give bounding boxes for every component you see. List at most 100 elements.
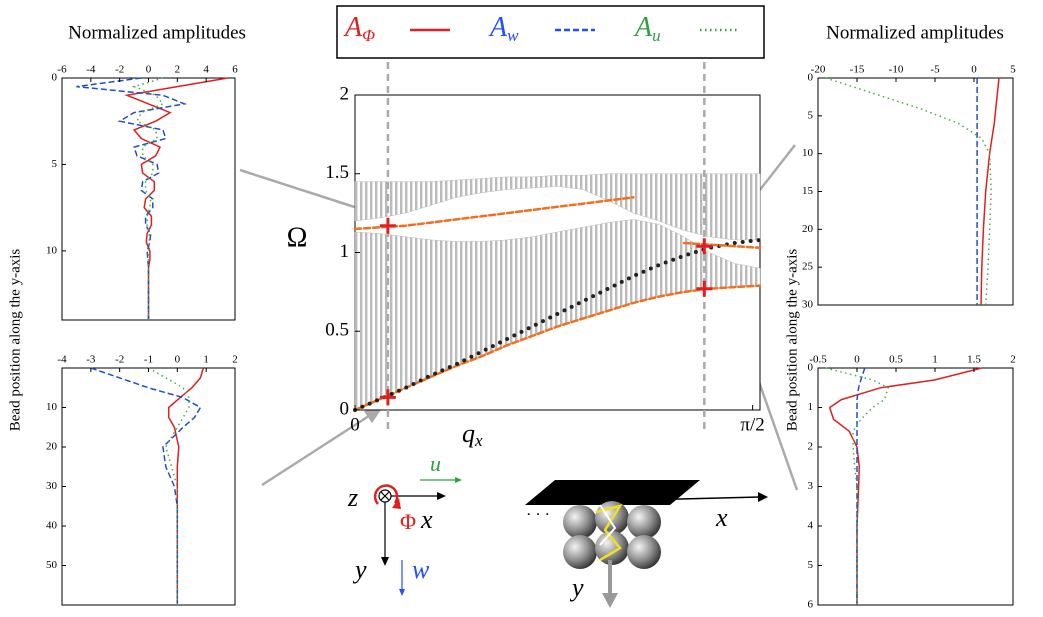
x-tick-label: 6 xyxy=(232,64,238,76)
y-tick-label: 10 xyxy=(46,244,58,256)
x-tick-label: 1 xyxy=(203,354,209,366)
amplitude-line xyxy=(825,367,890,605)
y-tick-label: 0 xyxy=(808,362,814,374)
y-tick-label: 10 xyxy=(802,147,814,159)
diagram-label: x xyxy=(420,505,433,534)
legend-symbol: A xyxy=(343,12,363,43)
y-tick-label: 0 xyxy=(52,72,58,84)
y-tick-label: 5 xyxy=(52,158,58,170)
x-tick-label: -10 xyxy=(889,64,904,76)
x-axis-symbol: q xyxy=(462,419,475,448)
y-tick-label: 0 xyxy=(340,398,350,419)
x-tick-label: 0 xyxy=(146,64,152,76)
x-tick-label: 0 xyxy=(175,354,181,366)
panel-title: Normalized amplitudes xyxy=(68,22,246,43)
y-tick-label: 3 xyxy=(808,480,814,492)
y-tick-label: 30 xyxy=(802,299,814,311)
plot-area xyxy=(817,77,1014,306)
legend: AΦ Aw Au xyxy=(343,12,740,45)
amplitude-line xyxy=(828,367,982,605)
x-tick-label: 0.5 xyxy=(889,354,903,366)
ellipsis: · · · xyxy=(526,507,550,524)
legend-label: AΦ xyxy=(343,12,375,44)
x-tick-label: -4 xyxy=(86,64,96,76)
y-tick-label: 5 xyxy=(808,559,814,571)
legend-label: Au xyxy=(633,12,661,44)
legend-label: Aw xyxy=(488,12,519,44)
y-tick-label: 15 xyxy=(802,185,814,197)
diagram-label: x xyxy=(715,503,728,532)
amplitude-line xyxy=(167,367,205,605)
x-tick-label: -5 xyxy=(930,64,940,76)
y-tick-label: 0.5 xyxy=(325,320,349,341)
y-tick-label: 25 xyxy=(802,261,814,273)
diagram-label: Φ xyxy=(400,509,416,534)
cross-marker xyxy=(696,238,713,255)
panel-title: Normalized amplitudes xyxy=(826,22,1004,43)
y-tick-label: 40 xyxy=(46,520,58,532)
x-tick-label: -20 xyxy=(811,64,826,76)
y-tick-label: 10 xyxy=(46,401,58,413)
cross-marker xyxy=(379,389,396,406)
x-tick-label: 2 xyxy=(175,64,181,76)
diagram-label: w xyxy=(412,555,430,584)
amplitude-line xyxy=(76,77,188,320)
x-tick-label: -0.5 xyxy=(809,354,827,366)
y-axis-label: Bead position along the y-axis xyxy=(784,249,800,432)
x-tick-label: -4 xyxy=(57,354,67,366)
y-tick-label: 1 xyxy=(340,241,350,262)
coordinate-diagram: z x u Φ y w xyxy=(347,451,462,596)
legend-box xyxy=(336,5,765,59)
amplitude-line xyxy=(980,77,1000,306)
x-tick-label: 2 xyxy=(1010,354,1016,366)
plot-area xyxy=(817,367,1014,606)
cross-marker xyxy=(696,280,713,297)
x-tick-label: -1 xyxy=(144,354,153,366)
y-tick-label: 1.5 xyxy=(325,162,349,183)
x-tick-label: -15 xyxy=(850,64,865,76)
x-tick-label: -6 xyxy=(57,64,67,76)
cross-marker xyxy=(379,217,396,234)
series-line xyxy=(353,196,635,231)
y-tick-label: 6 xyxy=(808,599,814,611)
x-tick-label: -2 xyxy=(115,64,124,76)
y-tick-label: 50 xyxy=(46,559,58,571)
y-tick-label: 2 xyxy=(808,441,814,453)
x-axis-label: qx xyxy=(462,419,483,450)
x-tick-label: 1.5 xyxy=(967,354,981,366)
legend-symbol: A xyxy=(633,12,653,43)
y-tick-label: 0 xyxy=(808,72,814,84)
y-axis-label: Bead position along the y-axis xyxy=(7,249,23,432)
x-tick-label: -3 xyxy=(86,354,96,366)
legend-symbol: A xyxy=(488,12,508,43)
series-line xyxy=(682,241,762,250)
legend-subscript: w xyxy=(507,26,519,45)
diagram-label: z xyxy=(347,483,358,512)
x-axis-subscript: x xyxy=(474,431,483,450)
legend-subscript: u xyxy=(652,26,661,45)
x-tick-label: π/2 xyxy=(740,414,764,435)
x-tick-label: 4 xyxy=(203,64,209,76)
y-tick-label: 1 xyxy=(808,401,814,413)
x-tick-label: -2 xyxy=(115,354,124,366)
legend-subscript: Φ xyxy=(362,26,375,45)
x-tick-label: 2 xyxy=(232,354,238,366)
y-axis-label: Ω xyxy=(287,222,308,253)
x-tick-label: 1 xyxy=(932,354,938,366)
diagram-label: y xyxy=(569,573,584,602)
y-tick-label: 20 xyxy=(46,441,58,453)
diagram-label: u xyxy=(430,451,441,476)
y-tick-label: 20 xyxy=(802,223,814,235)
plot-area xyxy=(61,367,236,606)
y-tick-label: 5 xyxy=(808,109,814,121)
series-line xyxy=(353,237,762,412)
x-tick-label: 5 xyxy=(1010,64,1016,76)
x-tick-label: 0 xyxy=(854,354,860,366)
x-tick-label: 0 xyxy=(971,64,977,76)
y-tick-label: 30 xyxy=(46,480,58,492)
y-tick-label: 4 xyxy=(808,520,814,532)
diagram-label: y xyxy=(352,555,367,584)
lattice-diagram: · · · x y xyxy=(525,480,768,608)
